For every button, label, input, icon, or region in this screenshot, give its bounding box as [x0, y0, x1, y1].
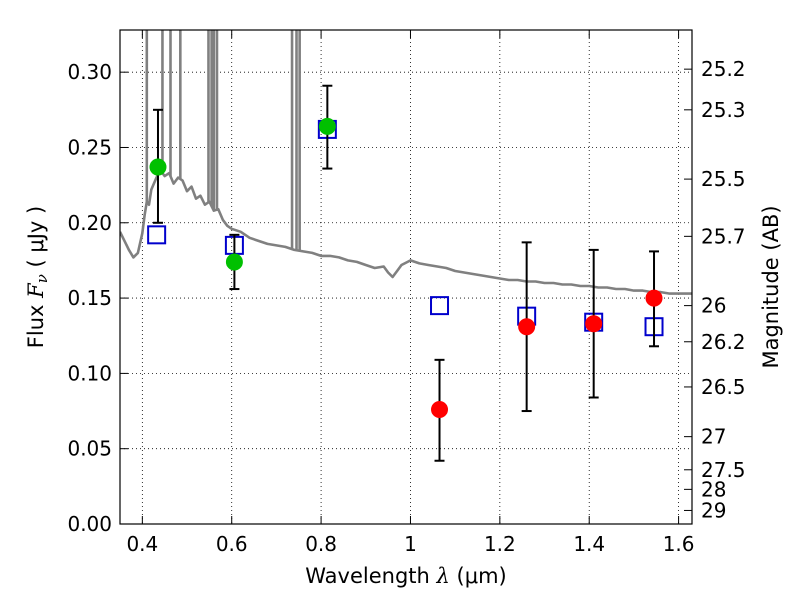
y2-tick-label: 29 — [701, 498, 726, 522]
observed-flux-point — [149, 158, 167, 176]
grid — [120, 30, 692, 525]
observed-flux-point — [318, 117, 336, 135]
plot-frame — [119, 29, 693, 525]
y2-axis-label: Magnitude (AB) — [759, 205, 783, 368]
y2-tick-label: 25.7 — [701, 224, 746, 248]
x-tick-label: 0.6 — [216, 532, 248, 556]
model-photometry-square — [430, 296, 450, 316]
plot-area — [120, 30, 692, 462]
model-photometry-square — [147, 225, 167, 245]
x-tick-label: 1 — [404, 532, 417, 556]
y-tick-label: 0.15 — [67, 286, 112, 310]
y2-tick-label: 28 — [701, 477, 726, 501]
y-tick-label: 0.10 — [67, 361, 112, 385]
y2-tick-label: 25.3 — [701, 98, 746, 122]
observed-flux-point — [585, 315, 603, 333]
y2-tick-label: 27.5 — [701, 458, 746, 482]
y2-tick-label: 26.5 — [701, 375, 746, 399]
x-axis-label: Wavelength λ (μm) — [305, 564, 506, 588]
y2-tick-label: 25.2 — [701, 57, 746, 81]
axes: 0.4 0.6 0.8 1 1.2 1.4 1.6 0.00 0.05 0.10 0.15 0.20 0… — [67, 30, 746, 556]
observed-flux-point — [225, 253, 243, 271]
y-tick-label: 0.25 — [67, 135, 112, 159]
observed-flux-point — [518, 318, 536, 336]
y-axis-label: Flux Fν ( μJy ) — [24, 206, 51, 348]
y2-tick-label: 26 — [701, 294, 726, 318]
y2-tick-label: 26.2 — [701, 330, 746, 354]
observed-flux-point — [645, 289, 663, 307]
observed-flux-point — [431, 401, 449, 419]
x-tick-label: 0.4 — [126, 532, 158, 556]
x-tick-label: 1.6 — [663, 532, 695, 556]
y2-tick-label: 27 — [701, 425, 726, 449]
x-tick-label: 1.4 — [573, 532, 605, 556]
y-tick-label: 0.00 — [67, 512, 112, 536]
x-tick-label: 0.8 — [305, 532, 337, 556]
y-tick-label: 0.30 — [67, 60, 112, 84]
x-tick-label: 1.2 — [484, 532, 516, 556]
model-sed-line — [120, 168, 692, 295]
y-tick-label: 0.20 — [67, 211, 112, 235]
y-tick-label: 0.05 — [67, 437, 112, 461]
y2-tick-label: 25.5 — [701, 167, 746, 191]
